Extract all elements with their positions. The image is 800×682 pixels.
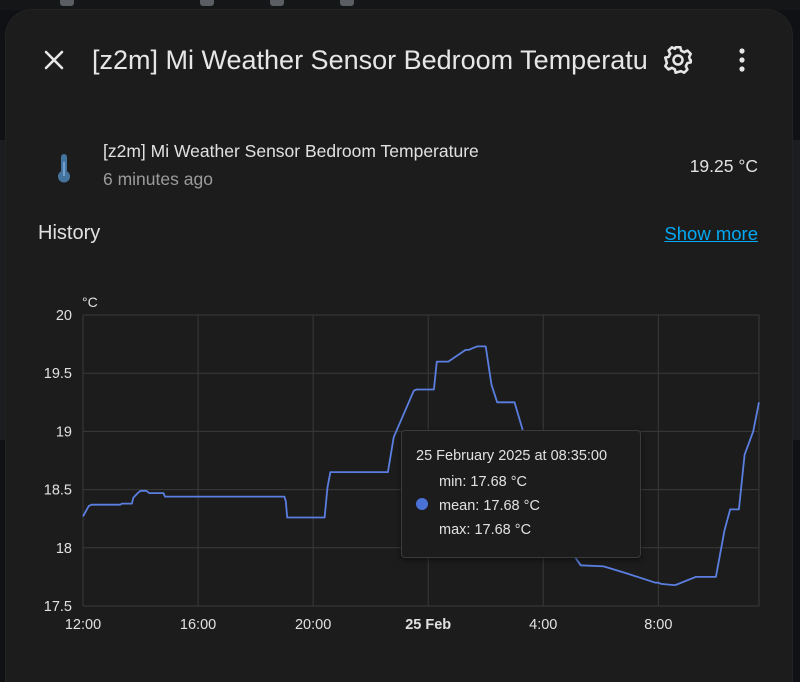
close-button[interactable] [36, 42, 72, 78]
history-chart[interactable]: °C 20 19.5 19 18.5 18 17.5 12:00 16:00 20:00 25 … [6, 280, 792, 640]
dots-vertical-icon [739, 48, 745, 72]
thermometer-icon [58, 154, 70, 183]
y-tick-label: 19 [56, 424, 72, 440]
y-tick-label: 20 [56, 308, 72, 324]
series-dot-icon [416, 498, 428, 510]
x-tick-label: 16:00 [180, 617, 216, 633]
gear-icon [663, 45, 693, 75]
dialog-title: [z2m] Mi Weather Sensor Bedroom Temperat… [92, 45, 648, 75]
settings-button[interactable] [660, 42, 696, 78]
background-icon [340, 0, 354, 6]
y-tick-label: 19.5 [44, 366, 72, 382]
entity-row[interactable]: [z2m] Mi Weather Sensor Bedroom Temperat… [6, 136, 792, 196]
tooltip-max: max: 17.68 °C [439, 522, 532, 538]
chart-y-axis: 20 19.5 19 18.5 18 17.5 [44, 308, 72, 615]
entity-name: [z2m] Mi Weather Sensor Bedroom Temperat… [103, 141, 479, 161]
background-icon [60, 0, 74, 6]
x-tick-label: 25 Feb [405, 617, 451, 633]
tooltip-title: 25 February 2025 at 08:35:00 [416, 448, 608, 464]
overflow-menu-button[interactable] [724, 42, 760, 78]
background-topbar [0, 0, 800, 10]
chart-series [82, 345, 760, 586]
background-icon [270, 0, 284, 6]
show-more-link[interactable]: Show more [664, 223, 758, 244]
dialog-header: [z2m] Mi Weather Sensor Bedroom Temperat… [6, 10, 792, 110]
tooltip-min: min: 17.68 °C [439, 474, 528, 490]
y-tick-label: 17.5 [44, 599, 72, 615]
x-tick-label: 8:00 [644, 617, 672, 633]
chart-x-axis: 12:00 16:00 20:00 25 Feb 4:00 8:00 [65, 617, 673, 633]
x-tick-label: 4:00 [529, 617, 557, 633]
y-tick-label: 18 [56, 541, 72, 557]
entity-state: 19.25 °C [689, 156, 758, 176]
x-tick-label: 12:00 [65, 617, 101, 633]
background-card-edge [790, 140, 800, 440]
tooltip-mean: mean: 17.68 °C [439, 498, 540, 514]
background-icon [200, 0, 214, 6]
chart-tooltip: 25 February 2025 at 08:35:00 min: 17.68 … [401, 430, 641, 558]
series-line [82, 345, 760, 586]
history-heading: History [38, 222, 101, 244]
background-card-edge [0, 140, 10, 440]
entity-more-info-dialog: [z2m] Mi Weather Sensor Bedroom Temperat… [6, 10, 792, 682]
x-tick-label: 20:00 [295, 617, 331, 633]
entity-last-changed: 6 minutes ago [103, 169, 213, 189]
close-icon [44, 50, 64, 70]
y-tick-label: 18.5 [44, 483, 72, 499]
chart-unit-label: °C [82, 294, 98, 310]
